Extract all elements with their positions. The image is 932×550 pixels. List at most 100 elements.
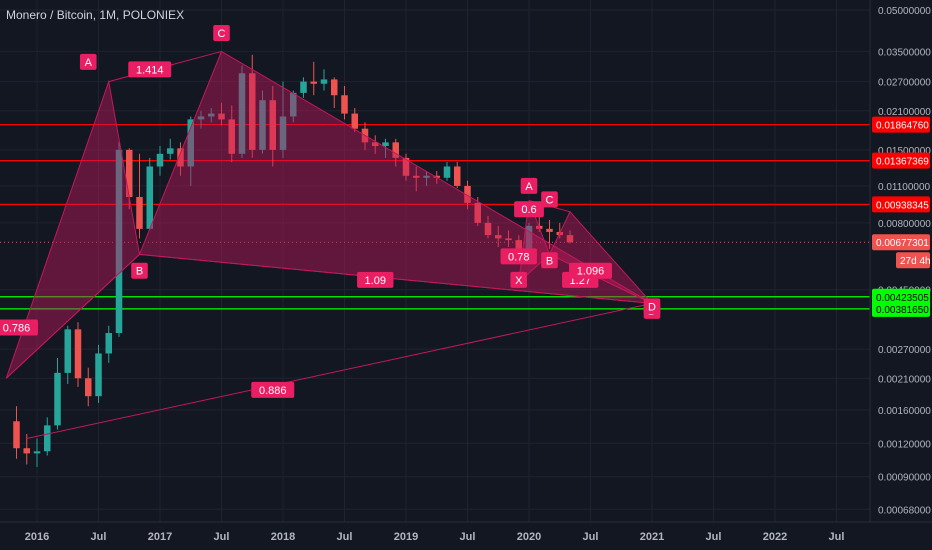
ratio-label-bg	[357, 271, 394, 288]
y-tick-label: 0.00068000	[878, 505, 931, 516]
x-tick-label: Jul	[460, 531, 476, 543]
x-tick-label: 2019	[394, 531, 418, 543]
x-tick-label: Jul	[583, 531, 599, 543]
candle-body	[515, 240, 522, 253]
candle-body	[44, 425, 51, 452]
candle-body	[115, 149, 123, 334]
candle	[413, 166, 420, 192]
time-axis[interactable]: 2016 Jul 2017 Jul 2018 Jul 2019 Jul 2020 Jul 2021 J…	[0, 521, 932, 543]
candle-body	[95, 353, 102, 397]
candle	[85, 367, 92, 407]
resistance-price-tag: 0.00938345	[872, 196, 930, 213]
candle-body	[505, 238, 512, 241]
candle	[300, 77, 307, 98]
candle-body	[464, 185, 471, 203]
candle	[546, 220, 553, 249]
support-price-tag: 0.00381650	[872, 300, 930, 317]
candle-body	[259, 100, 266, 150]
candle	[249, 54, 256, 158]
x-tick-label: Jul	[214, 531, 230, 543]
candle	[331, 77, 338, 109]
point-label-bg	[213, 25, 230, 42]
candle-body	[290, 92, 297, 117]
candle	[269, 85, 276, 167]
point-label-bg	[131, 262, 148, 279]
point-label: A	[79, 53, 97, 70]
support-price-tag-text: 0.00423505	[876, 293, 929, 304]
candle-body	[33, 451, 41, 454]
support-price-tag: 0.00423505	[872, 288, 930, 305]
x-tick-label: 2017	[148, 531, 172, 543]
candle-body	[105, 333, 112, 354]
candle-body	[136, 196, 143, 229]
point-label-text: A	[525, 181, 533, 193]
resistance-price-tag-bg	[872, 116, 930, 133]
candle-body	[74, 329, 82, 379]
support-price-tag-bg	[872, 300, 930, 317]
point-label-text: A	[85, 57, 93, 69]
ratio-label: 1.096	[569, 262, 612, 279]
candle	[454, 162, 461, 189]
resistance-price-tag-text: 0.01864760	[876, 121, 929, 132]
candle-body	[218, 113, 225, 120]
point-label-text: C	[218, 28, 226, 40]
candle-body	[341, 95, 348, 114]
harmonic-small-bd-line	[549, 253, 653, 304]
candle-body	[238, 73, 246, 154]
point-label-text: C	[546, 194, 554, 206]
candle-body	[146, 166, 153, 229]
ratio-label-text: 0.786	[3, 323, 31, 335]
candle-body	[320, 79, 328, 84]
resistance-price-tag-text: 0.01367369	[876, 157, 929, 168]
candles	[13, 54, 574, 467]
point-label: C	[541, 191, 558, 208]
candle	[115, 142, 123, 337]
y-tick-label: 0.00800000	[878, 219, 931, 230]
candle	[64, 325, 71, 384]
candle	[351, 108, 358, 132]
candle	[13, 406, 20, 459]
candle-body	[156, 153, 164, 167]
candle	[167, 138, 174, 160]
candle	[505, 230, 512, 248]
ratio-label-text: 1.414	[136, 64, 164, 76]
y-tick-label: 0.00160000	[878, 406, 931, 417]
resistance-price-tag-bg	[872, 152, 930, 169]
candle	[423, 171, 430, 186]
candle-body	[249, 73, 256, 150]
candle	[320, 69, 328, 91]
x-tick-label: 2018	[271, 531, 295, 543]
ratio-label-text: 0.6	[521, 204, 536, 216]
candle	[341, 85, 348, 120]
point-label: B	[541, 252, 558, 269]
candle	[146, 157, 153, 231]
candle	[566, 230, 574, 244]
candle-body	[443, 166, 451, 178]
candle	[208, 108, 215, 123]
candle-body	[372, 142, 379, 147]
point-label-bg	[643, 298, 661, 315]
point-label: X	[510, 271, 528, 288]
candle-body	[433, 175, 440, 178]
candle	[238, 65, 246, 158]
point-label-bg	[541, 191, 558, 208]
y-tick-label: 0.02100000	[878, 107, 931, 118]
ratio-label-bg	[514, 201, 544, 218]
point-label: A	[520, 177, 538, 194]
y-tick-label: 0.01100000	[878, 182, 931, 193]
candle-body	[187, 119, 194, 167]
ratio-label: 0.786	[0, 319, 38, 336]
ratio-label-text: 0.886	[259, 385, 287, 397]
candle-body	[423, 175, 430, 178]
harmonic-patterns[interactable]	[5, 50, 653, 440]
ratio-label-text: 1.09	[365, 275, 386, 287]
x-tick-label: 2021	[640, 531, 664, 543]
support-price-tag-text: 0.00381650	[876, 305, 929, 316]
ratio-label: 1.09	[357, 271, 394, 288]
point-label-text: B	[136, 266, 143, 278]
candle	[382, 138, 389, 158]
last-price-tag: 0.00677301	[872, 234, 930, 251]
countdown-tag-bg	[896, 252, 930, 269]
